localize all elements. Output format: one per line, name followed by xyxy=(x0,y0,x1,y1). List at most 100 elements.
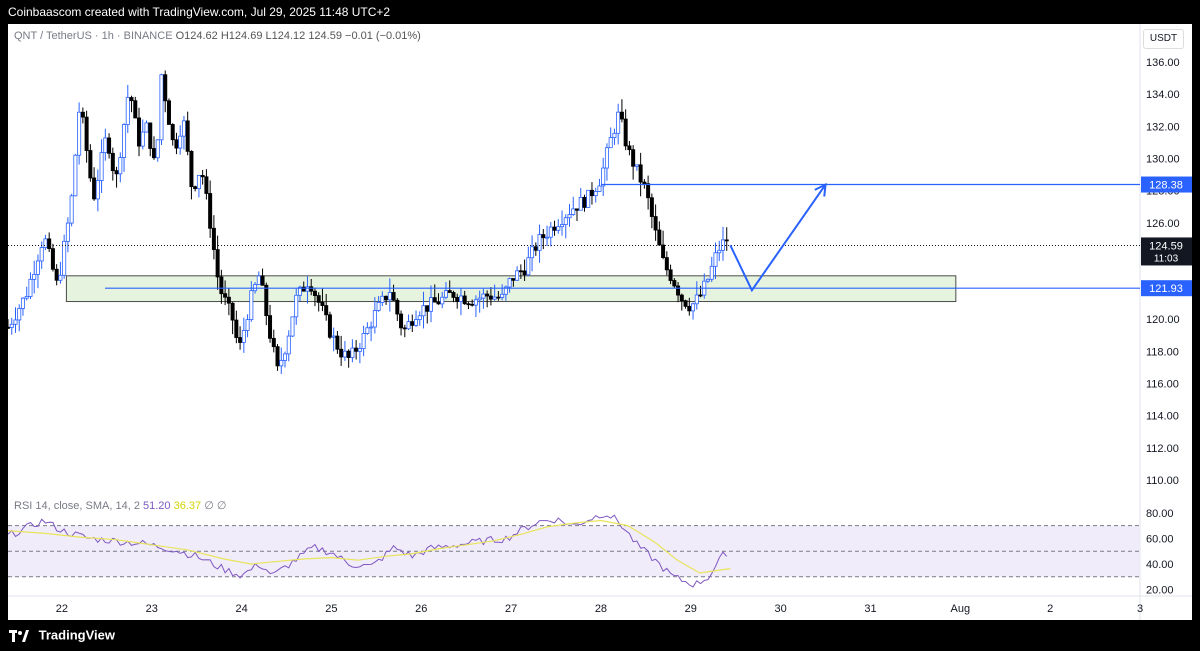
rsi-extra: ∅ ∅ xyxy=(204,500,227,512)
candle-body xyxy=(511,278,516,281)
candle-body xyxy=(20,297,25,309)
candle xyxy=(417,311,422,326)
candle-body xyxy=(683,300,688,307)
candle-body xyxy=(312,290,317,296)
candle-body xyxy=(65,222,70,242)
candle-body xyxy=(223,293,228,298)
candle-body xyxy=(271,337,276,348)
chart-frame[interactable]: 110.00112.00114.00116.00118.00120.00122.… xyxy=(8,24,1192,620)
candle xyxy=(54,264,59,286)
candle-body xyxy=(440,296,445,305)
candle xyxy=(470,299,475,307)
candle-body xyxy=(8,326,11,329)
candle xyxy=(601,157,606,197)
candle xyxy=(279,347,284,375)
candle xyxy=(589,182,594,205)
candle xyxy=(140,119,145,150)
candle-body xyxy=(219,276,224,295)
candle-body xyxy=(88,150,93,179)
candle xyxy=(211,215,216,260)
candle xyxy=(151,136,156,160)
candle-body xyxy=(316,295,321,303)
candle-body xyxy=(724,239,729,242)
candle xyxy=(545,225,550,246)
candle-body xyxy=(208,193,213,229)
candle xyxy=(384,295,389,305)
candle-body xyxy=(706,278,711,282)
candle xyxy=(65,217,70,253)
candle xyxy=(488,287,493,306)
candle xyxy=(649,193,654,229)
candle-body xyxy=(372,310,377,328)
candle-body xyxy=(107,137,112,154)
candle xyxy=(436,293,441,305)
candle xyxy=(230,302,235,335)
candle xyxy=(301,281,306,292)
candle-body xyxy=(69,195,74,224)
candle xyxy=(451,290,456,303)
candle-body xyxy=(92,177,97,200)
candle-body xyxy=(691,303,696,312)
candle-body xyxy=(286,335,291,355)
price-tick-label: 118.00 xyxy=(1146,346,1179,358)
candle xyxy=(80,107,85,124)
candle-body xyxy=(137,117,142,147)
price-chart[interactable]: 110.00112.00114.00116.00118.00120.00122.… xyxy=(8,24,1192,620)
candle-body xyxy=(676,285,681,296)
candle-body xyxy=(608,137,613,149)
candle xyxy=(657,221,662,246)
rsi-legend: RSI 14, close, SMA, 14, 2 51.20 36.37 ∅ … xyxy=(14,499,226,512)
time-tick-label: 28 xyxy=(595,603,607,615)
candle-body xyxy=(361,333,366,349)
candle-body xyxy=(211,227,216,250)
candle xyxy=(62,234,67,279)
candle-body xyxy=(399,313,404,329)
candle-body xyxy=(664,257,669,271)
candle-body xyxy=(279,360,284,367)
candle-body xyxy=(530,246,535,259)
candle xyxy=(567,204,572,227)
candle xyxy=(556,219,561,234)
candle-body xyxy=(342,350,347,358)
candle xyxy=(496,291,501,301)
candle xyxy=(582,194,587,212)
candle-body xyxy=(589,189,594,197)
candle xyxy=(283,351,288,368)
candle xyxy=(380,291,385,307)
candle xyxy=(32,260,37,294)
projection-path xyxy=(729,183,827,293)
candle xyxy=(294,288,299,325)
candle xyxy=(331,327,336,352)
candle-body xyxy=(548,226,553,238)
candle xyxy=(432,284,437,303)
attribution-text: Coinbaascom created with TradingView.com… xyxy=(8,5,391,19)
candle xyxy=(260,268,265,286)
candle xyxy=(178,125,183,155)
candle xyxy=(668,264,673,285)
candle-body xyxy=(350,347,355,358)
candle-body xyxy=(574,208,579,211)
candle-body xyxy=(185,120,190,152)
candle xyxy=(275,344,280,371)
candle-body xyxy=(181,120,186,137)
candle-body xyxy=(709,265,714,280)
candle-body xyxy=(717,249,722,254)
candle-body xyxy=(58,274,63,281)
rsi-sma-line xyxy=(8,519,731,574)
level-price-label: 128.38 xyxy=(1149,180,1183,192)
candle-body xyxy=(384,295,389,301)
candle xyxy=(462,290,467,305)
candle-body xyxy=(485,293,490,297)
candle xyxy=(8,319,11,330)
candle xyxy=(73,153,78,197)
level-price-label: 121.93 xyxy=(1149,283,1183,295)
currency-selector[interactable]: USDT xyxy=(1143,29,1184,49)
candle-body xyxy=(331,335,336,338)
candle-body xyxy=(166,100,171,125)
candle xyxy=(724,227,729,251)
candle-body xyxy=(129,97,134,102)
candle-body xyxy=(429,297,434,312)
candle xyxy=(144,120,149,133)
candle-body xyxy=(619,111,624,120)
candle-body xyxy=(84,116,89,151)
